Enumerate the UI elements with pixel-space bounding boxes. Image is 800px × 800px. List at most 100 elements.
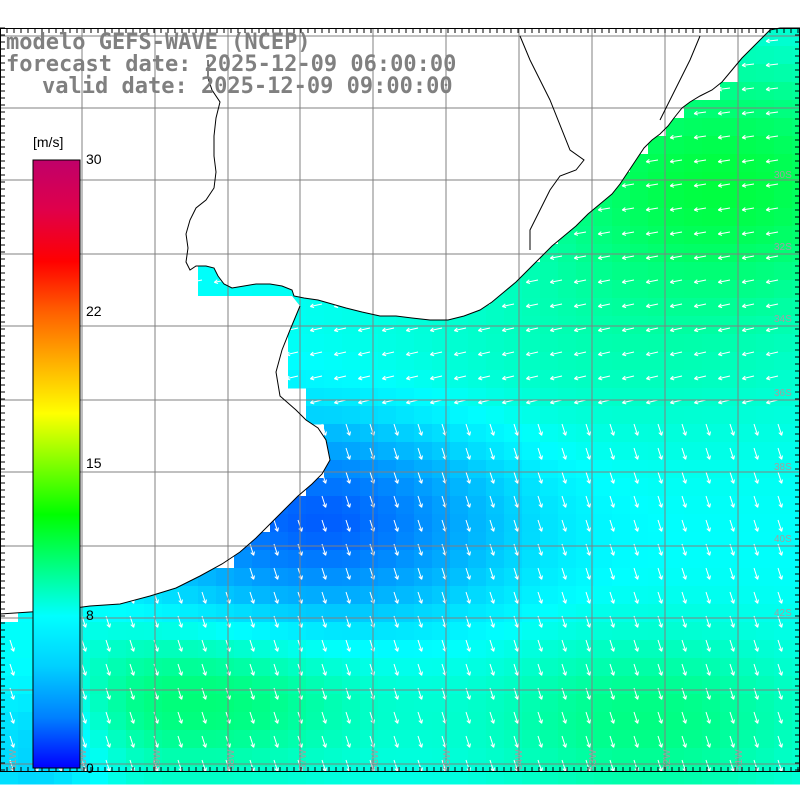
field-cell: [648, 694, 667, 713]
field-cell: [594, 316, 613, 335]
field-cell: [774, 100, 793, 119]
field-cell: [90, 748, 109, 767]
wind-arrow: [741, 279, 755, 285]
wind-arrow: [633, 591, 639, 604]
field-cell: [306, 406, 325, 425]
field-cell: [540, 514, 559, 533]
wind-arrow: [633, 447, 639, 460]
field-cell: [360, 550, 379, 569]
colorbar-tick-label: 15: [86, 455, 102, 471]
field-cell: [288, 586, 307, 605]
coastline-south: [0, 305, 331, 615]
field-cell: [612, 334, 631, 353]
field-cell: [774, 622, 793, 641]
field-cell: [720, 730, 739, 749]
field-cell: [576, 244, 595, 263]
field-cell: [720, 208, 739, 227]
field-cell: [648, 730, 667, 749]
field-cell: [324, 730, 343, 749]
field-cell: [108, 658, 127, 677]
field-cell: [414, 460, 433, 479]
wind-arrow: [585, 735, 591, 748]
field-cell: [594, 640, 613, 659]
wind-arrow: [777, 759, 783, 772]
field-cell: [18, 640, 37, 659]
wind-arrow: [537, 639, 543, 652]
field-cell: [306, 388, 325, 407]
field-cell: [288, 640, 307, 659]
wind-arrow: [393, 447, 399, 460]
field-cell: [504, 586, 523, 605]
field-cell: [324, 424, 343, 443]
field-cell: [396, 766, 415, 785]
field-cell: [756, 118, 775, 137]
field-cell: [180, 622, 199, 641]
field-cell: [774, 730, 793, 749]
field-cell: [306, 658, 325, 677]
field-cell: [540, 604, 559, 623]
field-cell: [306, 766, 325, 785]
field-cell: [216, 676, 235, 695]
field-cell: [594, 676, 613, 695]
field-cell: [486, 334, 505, 353]
field-cell: [702, 100, 721, 119]
field-cell: [738, 478, 757, 497]
wind-arrow: [645, 375, 659, 381]
wind-arrow: [537, 447, 543, 460]
field-cell: [396, 640, 415, 659]
wind-arrow: [465, 423, 471, 436]
field-cell: [774, 298, 793, 317]
wind-arrow: [393, 591, 399, 604]
field-cell: [378, 460, 397, 479]
field-cell: [360, 514, 379, 533]
wind-arrow: [489, 711, 495, 724]
field-cell: [126, 622, 145, 641]
wind-arrow: [621, 279, 635, 285]
field-cell: [90, 658, 109, 677]
field-cell: [324, 388, 343, 407]
field-cell: [630, 658, 649, 677]
wind-arrow: [477, 351, 491, 357]
wind-arrow: [345, 567, 351, 580]
field-cell: [702, 118, 721, 137]
field-cell: [396, 478, 415, 497]
wind-arrow: [321, 519, 327, 532]
wind-arrow: [609, 639, 615, 652]
field-cell: [720, 82, 739, 101]
field-cell: [630, 262, 649, 281]
wind-arrow: [273, 639, 279, 652]
field-cell: [630, 694, 649, 713]
field-cell: [432, 388, 451, 407]
field-cell: [648, 370, 667, 389]
field-cell: [432, 712, 451, 731]
wind-arrow: [609, 663, 615, 676]
wind-arrow: [669, 134, 683, 140]
wind-arrow: [417, 591, 423, 604]
field-cell: [756, 460, 775, 479]
field-cell: [468, 406, 487, 425]
field-cell: [432, 550, 451, 569]
field-cell: [648, 190, 667, 209]
wind-arrow: [465, 663, 471, 676]
wind-arrow: [633, 663, 639, 676]
field-cell: [792, 262, 800, 281]
wind-arrow: [693, 207, 707, 212]
field-cell: [450, 514, 469, 533]
field-cell: [486, 712, 505, 731]
wind-arrow: [333, 375, 347, 381]
field-cell: [738, 748, 757, 767]
field-cell: [252, 712, 271, 731]
field-cell: [702, 280, 721, 299]
field-cell: [324, 712, 343, 731]
field-cell: [504, 712, 523, 731]
colorbar-scale: [32, 159, 81, 769]
wind-arrow: [609, 471, 615, 484]
field-cell: [522, 442, 541, 461]
wind-arrow: [273, 759, 279, 772]
field-cell: [360, 622, 379, 641]
wind-arrow: [681, 423, 687, 436]
wind-arrow: [573, 303, 587, 309]
field-cell: [252, 550, 271, 569]
field-cell: [540, 748, 559, 767]
field-cell: [450, 550, 469, 569]
